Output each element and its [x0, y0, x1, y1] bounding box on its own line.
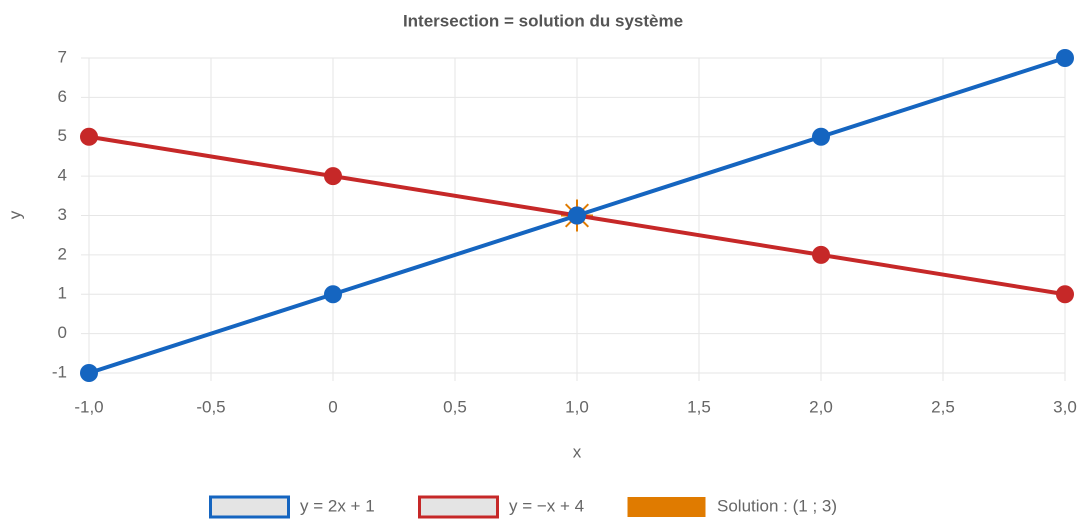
point: [1056, 285, 1074, 304]
point: [324, 167, 342, 186]
point: [1056, 49, 1074, 67]
legend-swatch: [627, 497, 706, 517]
point: [80, 364, 98, 382]
y-tick-label: 0: [58, 323, 67, 342]
point: [80, 127, 98, 146]
x-tick-label: 1,0: [565, 397, 589, 416]
y-tick-label: -1: [52, 362, 67, 381]
legend-label: y = 2x + 1: [300, 496, 375, 515]
legend-label: y = −x + 4: [509, 496, 584, 515]
x-tick-label: 1,5: [687, 397, 711, 416]
legend-swatch: [418, 495, 499, 519]
x-tick-label: 0,5: [443, 397, 467, 416]
x-axis-label: x: [573, 442, 582, 461]
y-tick-label: 3: [58, 205, 67, 224]
x-tick-label: 3,0: [1053, 397, 1077, 416]
x-tick-label: 0: [328, 397, 337, 416]
x-tick-label: 2,0: [809, 397, 833, 416]
x-tick-label: -1,0: [74, 397, 103, 416]
y-tick-label: 6: [58, 87, 67, 106]
y-tick-label: 7: [58, 47, 67, 66]
point: [812, 127, 830, 146]
y-tick-label: 4: [58, 166, 67, 185]
point: [812, 245, 830, 264]
chart-title: Intersection = solution du système: [403, 11, 683, 30]
y-tick-label: 5: [58, 126, 67, 145]
y-tick-label: 2: [58, 244, 67, 263]
legend-label: Solution : (1 ; 3): [717, 496, 837, 515]
point: [568, 206, 586, 225]
point: [324, 285, 342, 304]
x-tick-label: 2,5: [931, 397, 955, 416]
y-tick-label: 1: [58, 284, 67, 303]
y-axis-label: y: [5, 210, 24, 219]
legend-swatch: [209, 495, 290, 519]
x-tick-label: -0,5: [196, 397, 225, 416]
